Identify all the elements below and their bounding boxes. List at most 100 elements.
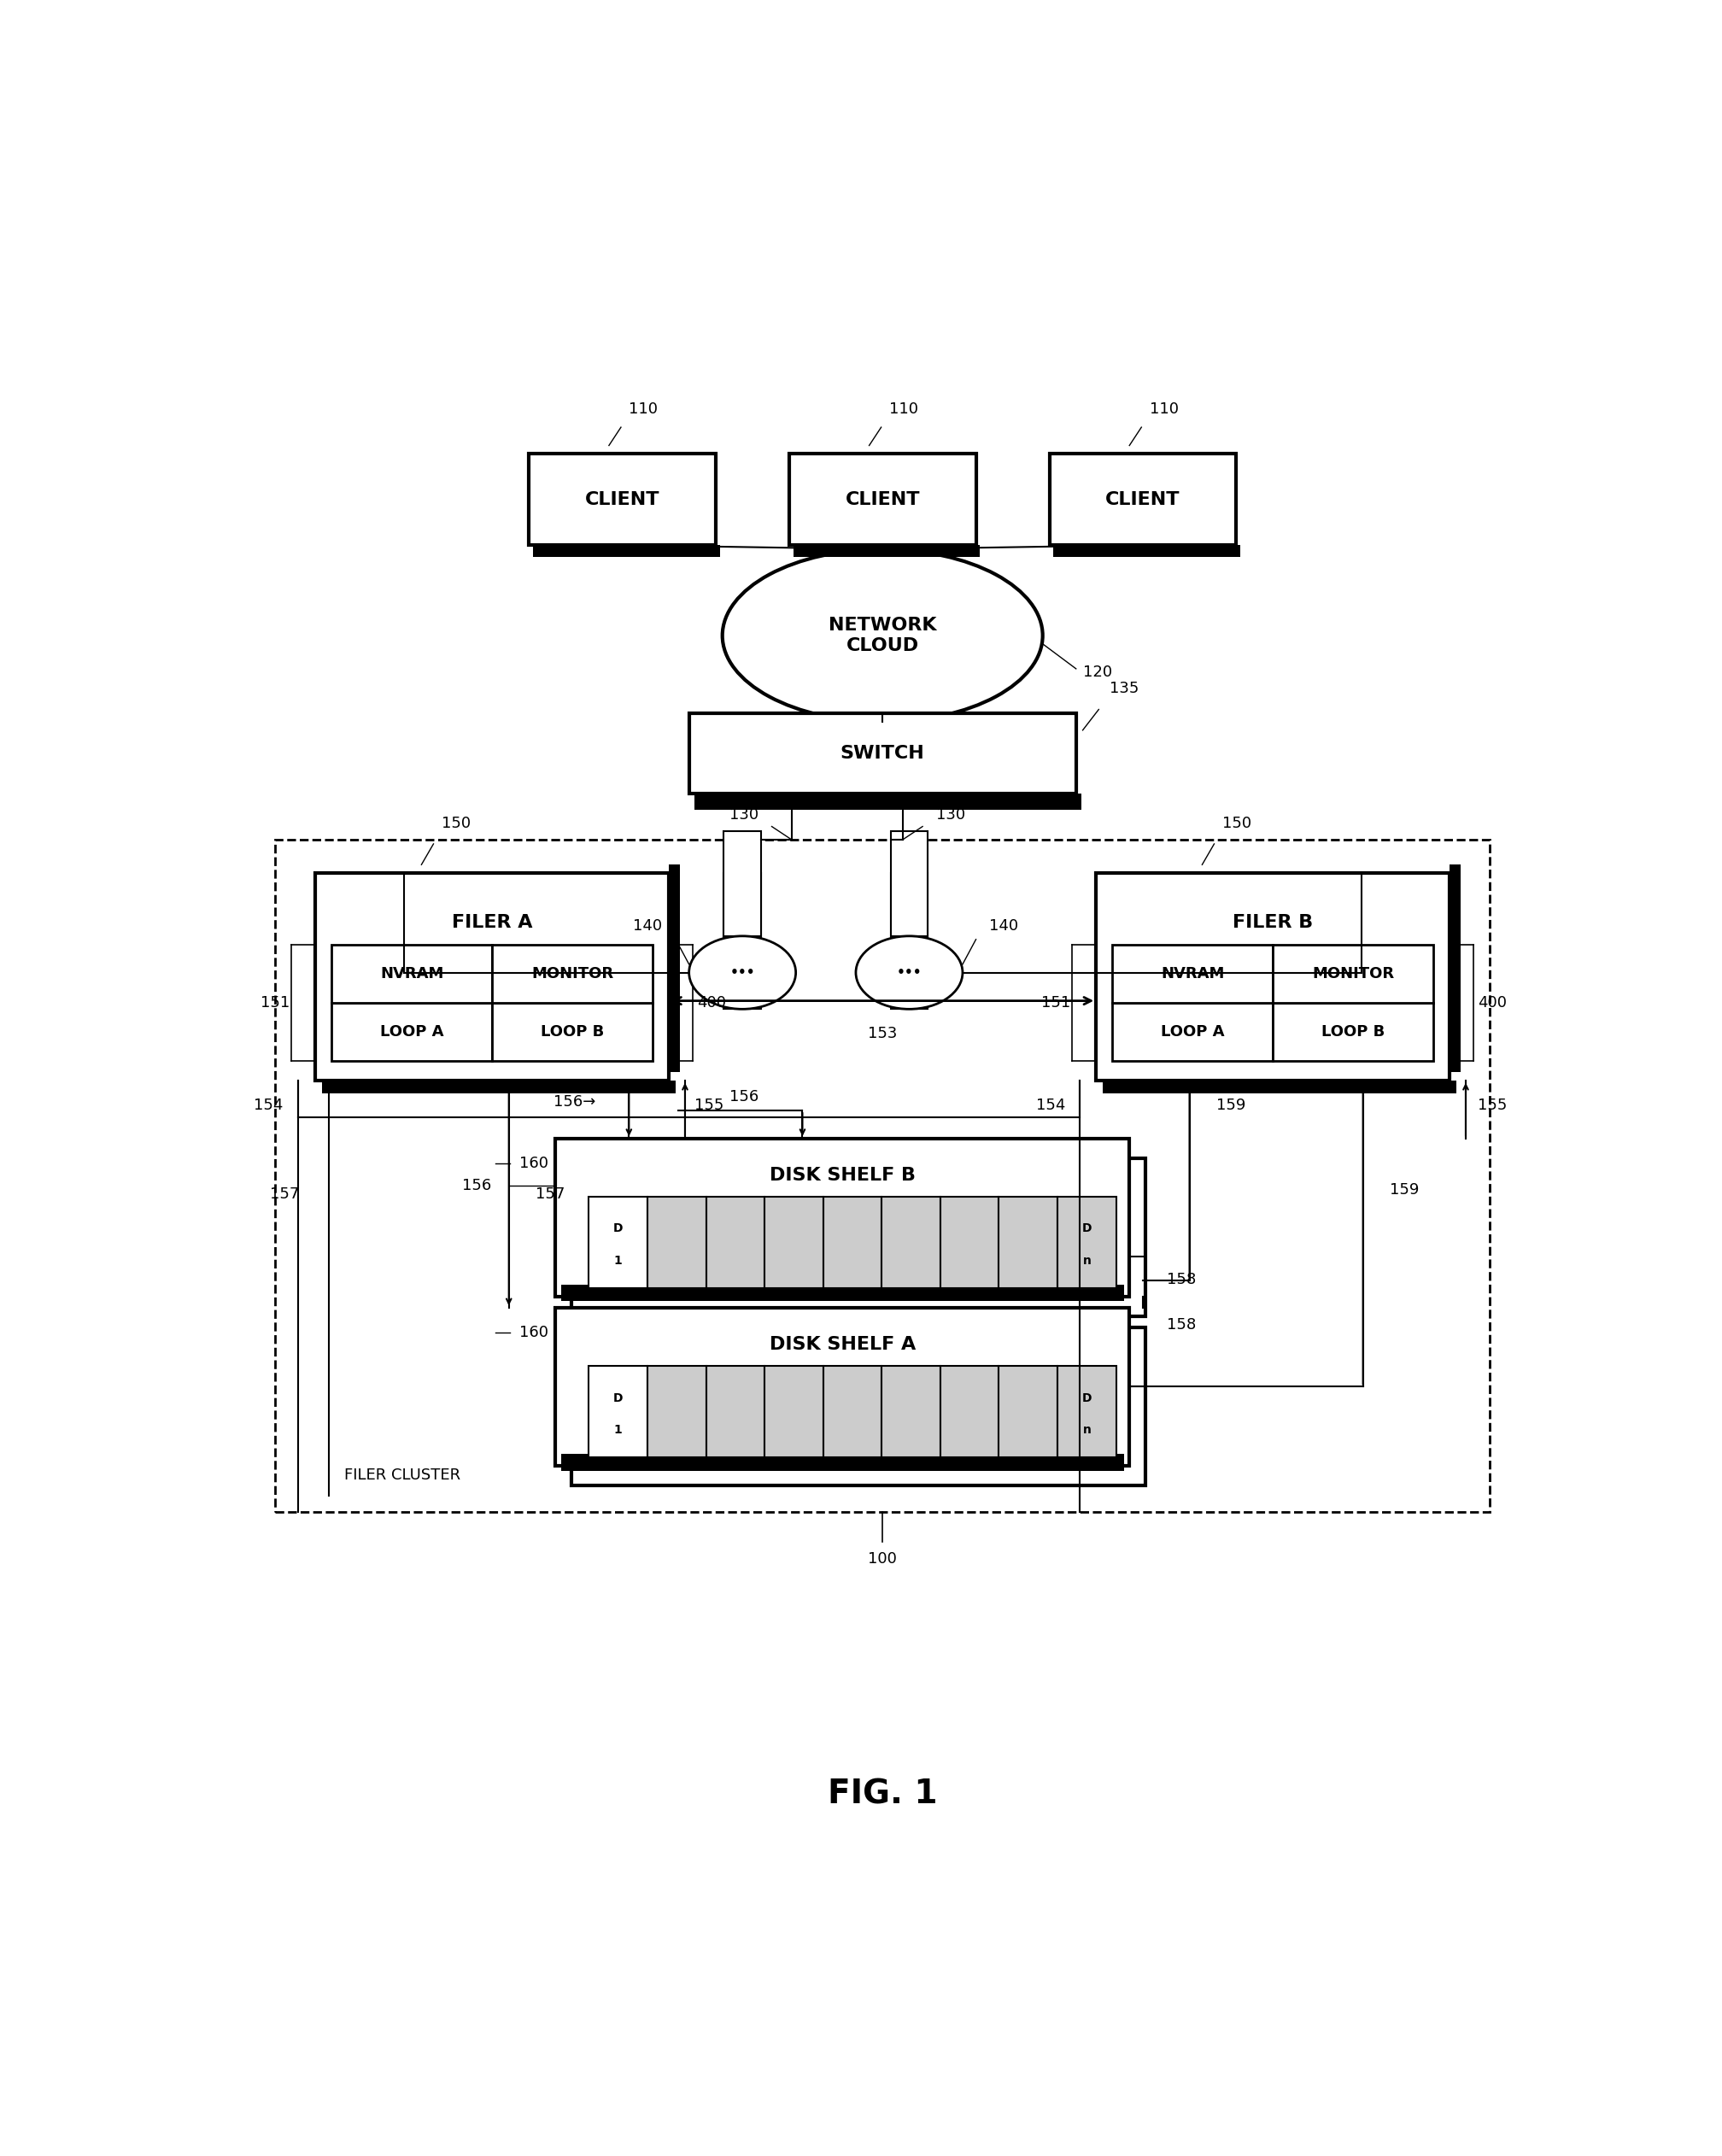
Text: CLIENT: CLIENT [585, 492, 660, 509]
Bar [694, 793, 1081, 811]
Text: 140: 140 [988, 918, 1018, 934]
Bar [882, 1197, 940, 1287]
Text: MONITOR: MONITOR [532, 966, 613, 981]
Bar [589, 1197, 647, 1287]
Text: 110: 110 [629, 401, 658, 416]
Bar [890, 873, 928, 1009]
Bar [794, 545, 980, 556]
Bar [492, 1003, 653, 1061]
Bar [723, 832, 761, 936]
Text: 160: 160 [520, 1326, 549, 1341]
Bar [765, 1197, 823, 1287]
Text: DISK SHELF A: DISK SHELF A [770, 1337, 916, 1354]
Text: CLIENT: CLIENT [1106, 492, 1180, 509]
Text: D: D [1081, 1393, 1092, 1404]
Text: 1: 1 [615, 1423, 622, 1436]
Text: 150: 150 [1223, 815, 1252, 830]
Text: 135: 135 [1109, 681, 1138, 696]
Bar [999, 1197, 1057, 1287]
Bar [1054, 545, 1240, 556]
Text: 130: 130 [937, 806, 964, 824]
Text: 154: 154 [1037, 1097, 1066, 1112]
Text: LOOP B: LOOP B [541, 1024, 604, 1039]
Bar [789, 453, 976, 545]
Bar [561, 1453, 1124, 1470]
Text: 400: 400 [697, 994, 727, 1011]
Text: NVRAM: NVRAM [1161, 966, 1224, 981]
Text: 110: 110 [889, 401, 918, 416]
Text: D: D [1081, 1222, 1092, 1235]
Bar [765, 1367, 823, 1457]
Text: 158: 158 [1168, 1272, 1197, 1287]
Text: 140: 140 [634, 918, 663, 934]
Text: D: D [613, 1393, 623, 1404]
Text: 155: 155 [694, 1097, 723, 1112]
Text: LOOP A: LOOP A [1161, 1024, 1224, 1039]
Text: 160: 160 [520, 1156, 549, 1171]
Ellipse shape [723, 550, 1044, 722]
Bar [706, 1197, 765, 1287]
Bar [882, 1367, 940, 1457]
Bar [1097, 873, 1450, 1080]
Text: •••: ••• [730, 966, 754, 979]
Bar [823, 1197, 882, 1287]
Bar [331, 1003, 492, 1061]
Text: SWITCH: SWITCH [840, 744, 925, 761]
Text: FIG. 1: FIG. 1 [828, 1779, 937, 1811]
Text: FILER A: FILER A [451, 914, 532, 931]
Text: 156: 156 [728, 1089, 758, 1104]
Bar [706, 1367, 765, 1457]
Bar [331, 944, 492, 1003]
Text: LOOP A: LOOP A [381, 1024, 444, 1039]
Bar [999, 1367, 1057, 1457]
Ellipse shape [689, 936, 796, 1009]
Text: FILER CLUSTER: FILER CLUSTER [344, 1468, 460, 1483]
Bar [940, 1367, 999, 1457]
Text: 151: 151 [1042, 994, 1071, 1011]
Ellipse shape [856, 936, 963, 1009]
Bar [322, 1080, 675, 1093]
Bar [276, 839, 1490, 1511]
Bar [529, 453, 716, 545]
Text: 400: 400 [1477, 994, 1507, 1011]
Bar [689, 714, 1076, 793]
Bar [1112, 944, 1273, 1003]
Bar [561, 1285, 1124, 1302]
Text: 156: 156 [461, 1177, 491, 1194]
Bar [532, 545, 720, 556]
Bar [823, 1367, 882, 1457]
Bar [492, 944, 653, 1003]
Bar [572, 1158, 1145, 1315]
Text: 110: 110 [1150, 401, 1178, 416]
Bar [668, 865, 680, 1072]
Text: NVRAM: NVRAM [381, 966, 444, 981]
Text: 100: 100 [868, 1550, 897, 1565]
Bar [1102, 1080, 1457, 1093]
Text: 130: 130 [728, 806, 758, 824]
Text: 1: 1 [615, 1255, 622, 1266]
Bar [1057, 1197, 1116, 1287]
Bar [723, 873, 761, 1009]
Text: 156→: 156→ [553, 1095, 596, 1110]
Text: •••: ••• [897, 966, 921, 979]
Bar [1450, 865, 1460, 1072]
Bar [940, 1197, 999, 1287]
Text: MONITOR: MONITOR [1312, 966, 1395, 981]
Text: 151: 151 [260, 994, 289, 1011]
Text: 153: 153 [868, 1026, 897, 1041]
Text: n: n [1083, 1255, 1092, 1266]
Bar [1049, 453, 1236, 545]
Bar [890, 832, 928, 936]
Bar [572, 1328, 1145, 1485]
Text: 157: 157 [536, 1186, 565, 1201]
Bar [589, 1367, 647, 1457]
Text: 159: 159 [1216, 1097, 1245, 1112]
Text: 157: 157 [270, 1186, 300, 1201]
Text: FILER B: FILER B [1233, 914, 1314, 931]
Text: 150: 150 [441, 815, 470, 830]
Bar [1057, 1367, 1116, 1457]
Text: 159: 159 [1390, 1181, 1419, 1199]
Text: 120: 120 [1083, 664, 1112, 679]
Text: CLIENT: CLIENT [846, 492, 920, 509]
Bar [315, 873, 668, 1080]
